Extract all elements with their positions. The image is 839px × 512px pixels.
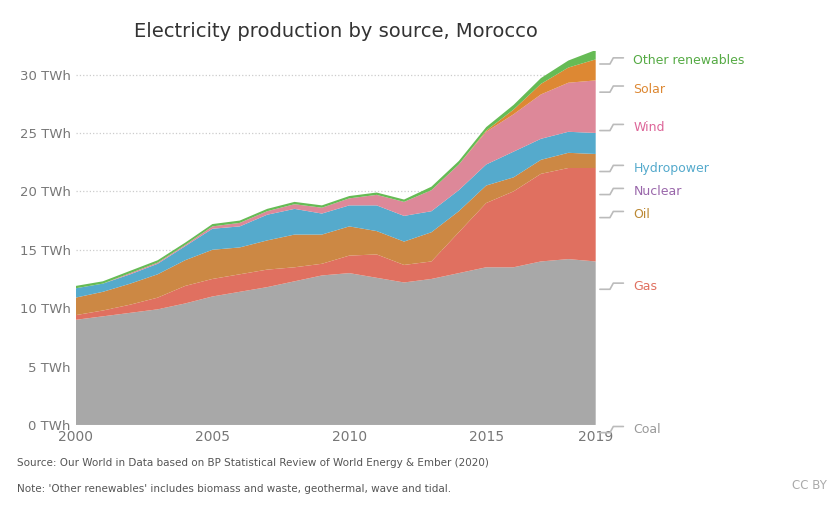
Text: Wind: Wind [633,121,665,134]
Text: Source: Our World in Data based on BP Statistical Review of World Energy & Ember: Source: Our World in Data based on BP St… [17,458,488,468]
Text: Hydropower: Hydropower [633,162,709,175]
Text: Solar: Solar [633,82,665,96]
Text: Note: 'Other renewables' includes biomass and waste, geothermal, wave and tidal.: Note: 'Other renewables' includes biomas… [17,484,451,494]
Text: Other renewables: Other renewables [633,54,745,68]
Text: Gas: Gas [633,280,658,293]
Text: Coal: Coal [633,423,661,436]
Text: Nuclear: Nuclear [633,185,682,198]
Title: Electricity production by source, Morocco: Electricity production by source, Morocc… [133,23,538,41]
Text: CC BY: CC BY [791,479,826,492]
Text: Oil: Oil [633,208,650,221]
